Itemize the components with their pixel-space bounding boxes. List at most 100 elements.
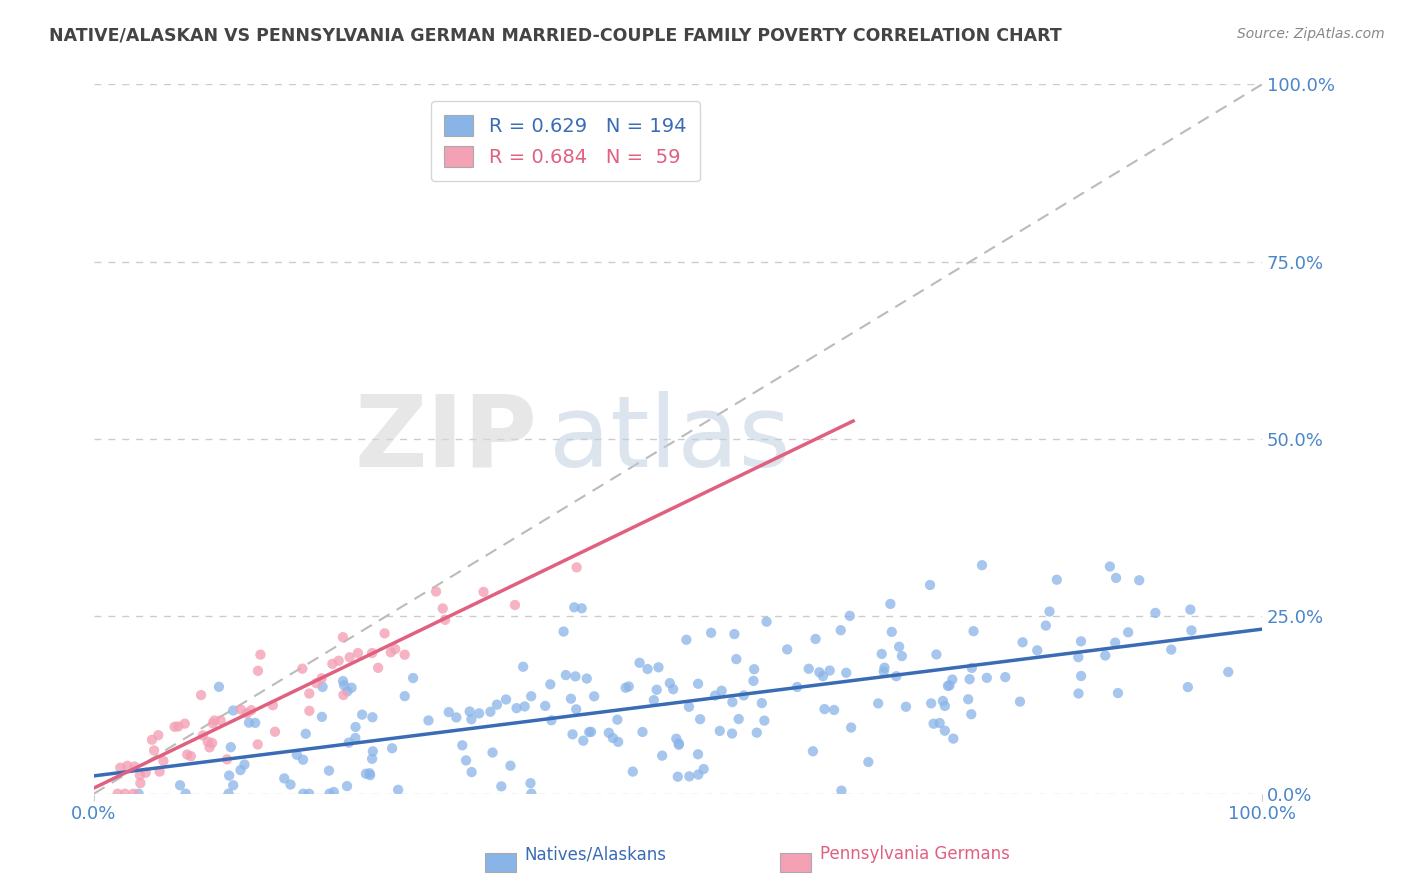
Point: [928, 716, 950, 731]
Point: [602, 731, 624, 745]
Point: [579, 724, 602, 739]
Point: [472, 585, 495, 599]
Point: [689, 712, 711, 726]
Point: [361, 710, 384, 724]
Point: [374, 626, 396, 640]
Point: [884, 669, 907, 683]
Point: [481, 746, 503, 760]
Point: [229, 703, 252, 717]
Point: [328, 654, 350, 668]
Point: [890, 648, 912, 663]
Point: [957, 692, 980, 706]
Point: [811, 669, 834, 683]
Point: [245, 715, 267, 730]
Point: [572, 733, 595, 747]
Point: [1038, 605, 1060, 619]
Point: [628, 656, 651, 670]
Point: [643, 693, 665, 707]
Point: [208, 680, 231, 694]
Point: [1035, 618, 1057, 632]
Point: [709, 723, 731, 738]
Point: [505, 701, 527, 715]
Text: Natives/Alaskans: Natives/Alaskans: [524, 846, 666, 863]
Point: [1008, 695, 1031, 709]
Point: [562, 600, 585, 615]
Point: [236, 706, 259, 721]
Point: [292, 787, 315, 801]
Point: [361, 744, 384, 758]
Point: [1218, 665, 1240, 679]
Point: [280, 778, 302, 792]
Point: [361, 646, 384, 660]
Point: [1046, 573, 1069, 587]
Point: [959, 672, 981, 686]
Point: [835, 665, 858, 680]
Point: [292, 753, 315, 767]
Point: [129, 776, 152, 790]
Point: [868, 697, 890, 711]
Point: [880, 624, 903, 639]
Point: [332, 688, 354, 702]
Point: [727, 712, 749, 726]
Point: [1011, 635, 1033, 649]
Point: [606, 713, 628, 727]
Point: [1104, 635, 1126, 649]
Point: [491, 780, 513, 794]
Point: [229, 763, 252, 777]
Point: [311, 671, 333, 685]
Point: [141, 732, 163, 747]
Point: [322, 785, 344, 799]
Point: [873, 665, 896, 679]
Point: [565, 702, 588, 716]
Point: [264, 724, 287, 739]
Point: [219, 740, 242, 755]
Point: [432, 601, 454, 615]
Point: [337, 736, 360, 750]
Point: [838, 608, 860, 623]
Point: [1177, 680, 1199, 694]
Point: [647, 660, 669, 674]
Point: [124, 759, 146, 773]
Point: [143, 743, 166, 757]
Point: [359, 766, 381, 780]
Point: [1067, 687, 1090, 701]
Point: [678, 699, 700, 714]
Point: [540, 713, 562, 727]
Point: [273, 772, 295, 786]
Point: [495, 692, 517, 706]
Point: [152, 754, 174, 768]
Point: [339, 650, 361, 665]
Point: [942, 731, 965, 746]
Point: [1180, 602, 1202, 616]
Point: [721, 726, 744, 740]
Point: [479, 705, 502, 719]
Point: [238, 715, 260, 730]
Point: [960, 661, 983, 675]
Point: [291, 662, 314, 676]
Point: [367, 661, 389, 675]
Point: [918, 578, 941, 592]
Point: [723, 627, 745, 641]
Point: [460, 712, 482, 726]
Point: [583, 690, 606, 704]
Text: ZIP: ZIP: [354, 391, 537, 488]
Point: [751, 696, 773, 710]
Point: [830, 783, 852, 797]
Point: [402, 671, 425, 685]
Point: [614, 681, 637, 695]
Point: [359, 768, 381, 782]
Point: [394, 648, 416, 662]
Point: [932, 694, 955, 708]
Point: [321, 657, 343, 671]
Point: [976, 671, 998, 685]
Point: [122, 787, 145, 801]
Point: [733, 689, 755, 703]
Point: [218, 768, 240, 782]
Point: [468, 706, 491, 721]
Point: [344, 731, 367, 745]
Point: [1128, 574, 1150, 588]
Point: [332, 674, 354, 689]
Point: [1070, 669, 1092, 683]
Point: [451, 739, 474, 753]
Point: [298, 704, 321, 718]
